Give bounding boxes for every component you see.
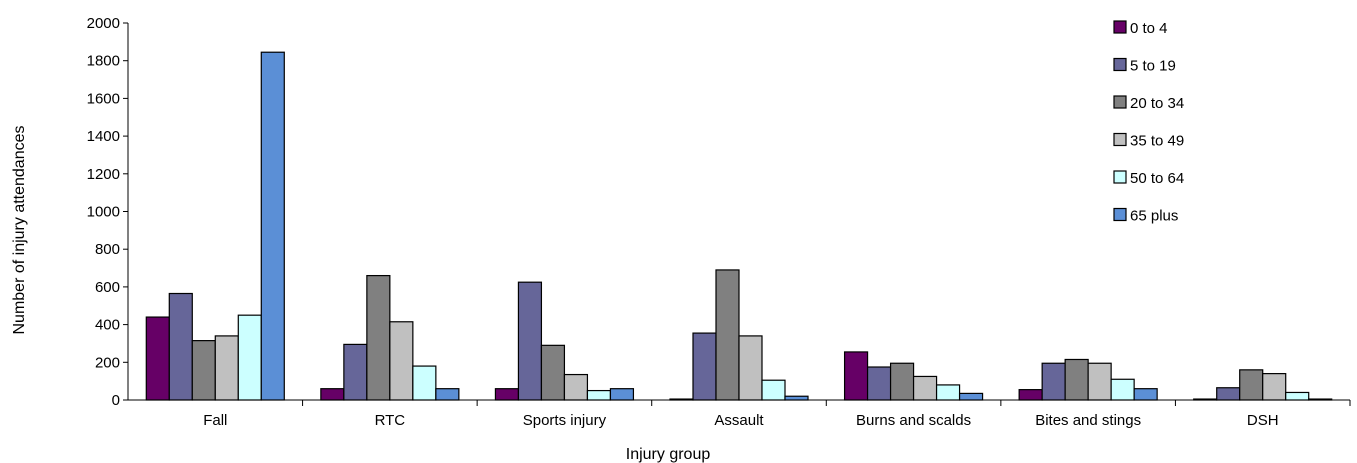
legend-label: 35 to 49: [1130, 133, 1184, 150]
bar: [1262, 373, 1287, 401]
bar: [540, 344, 566, 401]
bar: [494, 388, 520, 401]
x-axis-title: Injury group: [626, 446, 711, 463]
legend-swatch: [1113, 132, 1127, 147]
bar: [145, 316, 170, 401]
legend-swatch: [1113, 95, 1127, 109]
x-tick-label: Fall: [203, 412, 227, 429]
bar: [843, 351, 869, 401]
bar: [320, 388, 345, 401]
bars: [145, 51, 1333, 401]
bar: [1064, 358, 1089, 401]
legend: 0 to 4 5 to 19 20 to 34 35 to 49 50 to 64 65 …: [1113, 20, 1184, 225]
legend-swatch: [1113, 20, 1127, 34]
axis-labels: Number of injury attendances Injury grou…: [11, 126, 710, 463]
bar: [366, 274, 391, 401]
bar: [586, 389, 612, 401]
y-tick-label: 1800: [87, 53, 120, 70]
bar: [1041, 362, 1066, 401]
legend-label: 5 to 19: [1130, 58, 1176, 75]
bar: [1193, 398, 1218, 401]
bar: [761, 379, 786, 401]
legend-swatch: [1113, 57, 1127, 72]
y-axis-title: Number of injury attendances: [11, 126, 28, 335]
bar: [1308, 398, 1333, 401]
y-tick-label: 2000: [87, 15, 120, 32]
legend-label: 65 plus: [1130, 208, 1178, 225]
y-tick-label: 1400: [87, 128, 120, 145]
legend-label: 0 to 4: [1130, 20, 1168, 37]
legend-label: 50 to 64: [1130, 170, 1184, 187]
x-tick-label: Bites and stings: [1035, 412, 1141, 429]
legend-label: 20 to 34: [1130, 95, 1184, 112]
x-tick-label: Sports injury: [523, 412, 607, 429]
bar: [738, 335, 763, 401]
x-tick-label: Burns and scalds: [856, 412, 971, 429]
bar: [1133, 388, 1158, 401]
bar: [692, 332, 717, 401]
bar: [958, 392, 984, 401]
x-tick-label: DSH: [1247, 412, 1279, 429]
bar: [912, 375, 938, 401]
legend-swatch: [1113, 170, 1127, 184]
bar: [260, 51, 285, 401]
bar: [389, 321, 414, 401]
bar: [715, 269, 740, 401]
bar: [609, 388, 635, 401]
bar: [784, 395, 809, 401]
bar: [889, 362, 915, 401]
y-tick-label: 1600: [87, 90, 120, 107]
bar: [237, 314, 262, 401]
bar: [1239, 369, 1264, 401]
y-tick-label: 400: [95, 317, 120, 334]
bar: [1285, 391, 1310, 401]
x-tick-label: Assault: [714, 412, 764, 429]
y-tick-label: 200: [95, 354, 120, 371]
bar: [866, 366, 892, 401]
bar: [1216, 387, 1241, 401]
bar: [191, 340, 216, 401]
bar: [563, 373, 589, 401]
legend-swatch: [1113, 207, 1127, 222]
y-tick-label: 1000: [87, 204, 120, 221]
axes: 0 200 400 600 800 1000 1200 1400 1600 1800 2000 Fal…: [87, 15, 1351, 429]
bar: [669, 398, 694, 401]
y-tick-label: 1200: [87, 166, 120, 183]
y-tick-label: 600: [95, 279, 120, 296]
bar: [168, 292, 193, 401]
y-tick-label: 0: [112, 392, 120, 409]
bar: [1087, 362, 1112, 401]
bar: [412, 365, 437, 401]
bar: [935, 384, 961, 401]
y-tick-label: 800: [95, 241, 120, 258]
bar: [214, 335, 239, 401]
bar: [1110, 378, 1135, 401]
x-tick-label: RTC: [375, 412, 406, 429]
bar: [435, 388, 460, 401]
bar: [517, 281, 543, 401]
bar: [343, 343, 368, 401]
bar: [1018, 389, 1043, 401]
